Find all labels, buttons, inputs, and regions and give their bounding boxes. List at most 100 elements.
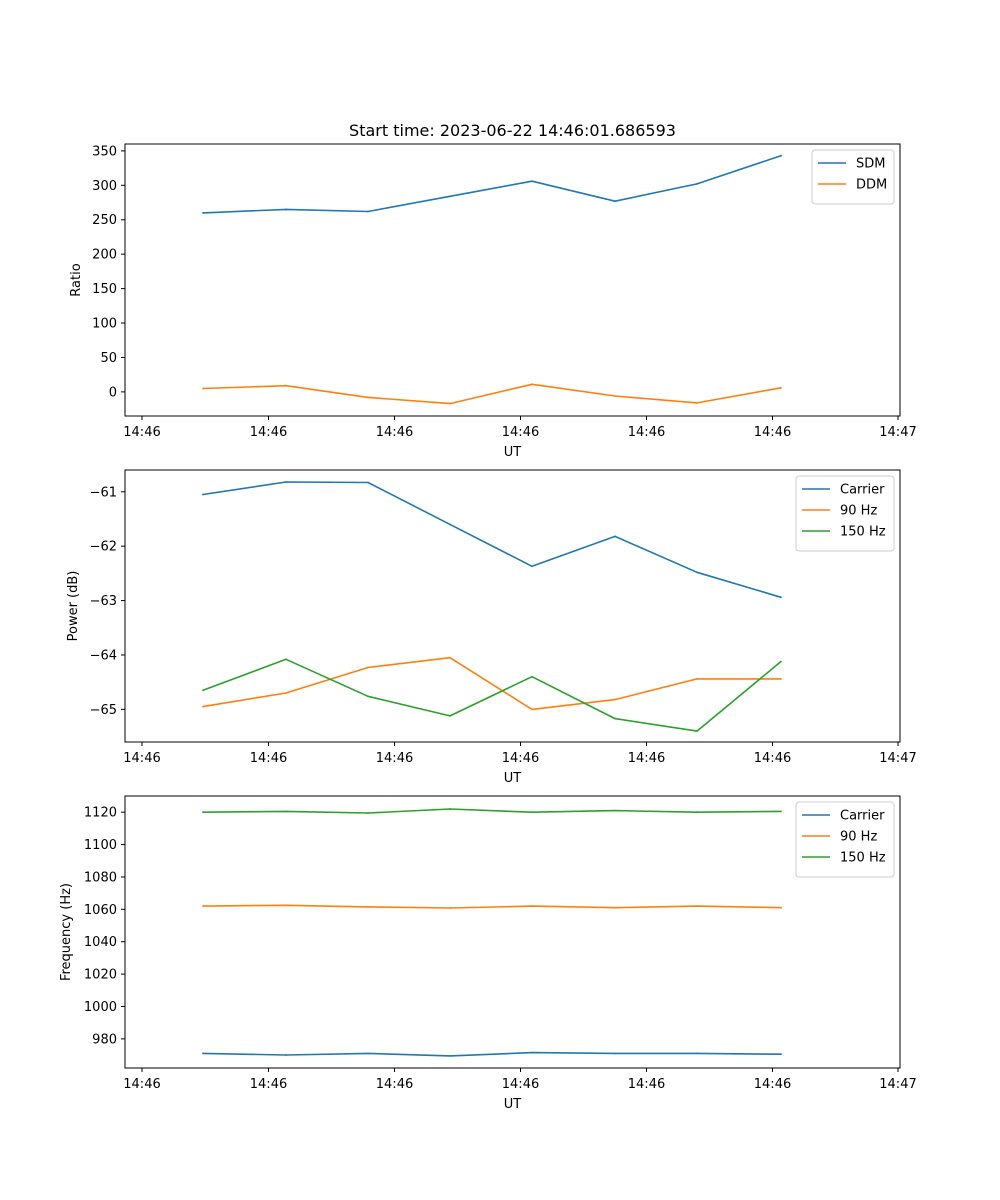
data-point-sdm bbox=[696, 183, 698, 185]
y-tick-label: 350 bbox=[92, 144, 117, 159]
data-point-90-hz bbox=[696, 678, 698, 680]
y-tick-label: 1100 bbox=[84, 838, 117, 853]
data-point-carrier bbox=[531, 1051, 533, 1054]
y-tick-label: −63 bbox=[90, 594, 117, 609]
data-point-90-hz bbox=[202, 705, 204, 708]
data-point-sdm bbox=[202, 212, 204, 214]
legend-label-150-hz: 150 Hz bbox=[840, 525, 886, 540]
legend-label-ddm: DDM bbox=[856, 178, 887, 193]
data-point-90-hz bbox=[696, 905, 698, 907]
series-line-150-hz bbox=[202, 808, 782, 814]
data-point-90-hz bbox=[449, 656, 451, 659]
data-point-carrier bbox=[531, 565, 533, 568]
data-point-sdm bbox=[449, 195, 451, 198]
data-point-ddm bbox=[696, 402, 698, 404]
data-point-150-hz bbox=[202, 811, 204, 814]
x-tick-label: 14:46 bbox=[376, 1077, 413, 1092]
x-axis-label: UT bbox=[504, 771, 522, 786]
y-tick-label: 1120 bbox=[84, 806, 117, 821]
series-line-90-hz bbox=[202, 904, 782, 909]
data-point-ddm bbox=[531, 383, 533, 386]
series-line-150-hz bbox=[202, 658, 782, 732]
x-tick-label: 14:46 bbox=[250, 1077, 287, 1092]
legend-label-90-hz: 90 Hz bbox=[840, 504, 877, 519]
y-axis-label: Frequency (Hz) bbox=[59, 883, 74, 981]
x-tick-label: 14:46 bbox=[754, 1077, 791, 1092]
data-point-carrier bbox=[202, 493, 204, 496]
series-line-90-hz bbox=[202, 656, 781, 711]
x-tick-label: 14:46 bbox=[502, 751, 539, 766]
y-tick-label: 100 bbox=[92, 317, 117, 332]
data-point-ddm bbox=[780, 386, 782, 389]
data-point-150-hz bbox=[614, 717, 616, 720]
data-point-ddm bbox=[449, 402, 451, 405]
data-point-150-hz bbox=[449, 715, 451, 717]
data-point-carrier bbox=[696, 1052, 698, 1055]
x-tick-label: 14:46 bbox=[502, 1077, 539, 1092]
y-tick-label: 250 bbox=[92, 213, 117, 228]
subplot-ratio: 14:46 14:46 14:46 14:46 14:46 14:46 14:47 0 50 10… bbox=[69, 143, 917, 460]
data-point-150-hz bbox=[285, 810, 287, 813]
data-point-150-hz bbox=[614, 809, 616, 812]
data-point-carrier bbox=[780, 596, 782, 599]
y-tick-label: −64 bbox=[90, 648, 117, 663]
x-tick-label: 14:46 bbox=[628, 425, 665, 440]
data-point-90-hz bbox=[531, 708, 533, 711]
data-point-150-hz bbox=[202, 689, 204, 692]
data-point-carrier bbox=[614, 535, 616, 538]
data-point-carrier bbox=[367, 1052, 369, 1055]
y-tick-label: 0 bbox=[109, 385, 117, 400]
y-tick-label: 150 bbox=[92, 282, 117, 297]
y-tick-label: 50 bbox=[100, 351, 117, 366]
data-point-150-hz bbox=[531, 675, 533, 678]
x-tick-label: 14:46 bbox=[123, 751, 160, 766]
x-tick-label: 14:46 bbox=[754, 425, 791, 440]
y-tick-label: 1040 bbox=[84, 935, 117, 950]
subplot-frequency: 14:46 14:46 14:46 14:46 14:46 14:46 14:47 980 10… bbox=[59, 795, 917, 1112]
data-point-90-hz bbox=[449, 907, 451, 909]
data-point-150-hz bbox=[780, 660, 782, 663]
x-tick-label: 14:47 bbox=[879, 751, 916, 766]
legend: Carrier 90 Hz 150 Hz bbox=[795, 801, 895, 878]
data-point-carrier bbox=[367, 481, 369, 484]
x-tick-label: 14:46 bbox=[628, 1077, 665, 1092]
y-tick-label: 300 bbox=[92, 179, 117, 194]
series-line-carrier bbox=[202, 481, 782, 599]
x-tick-label: 14:46 bbox=[123, 1077, 160, 1092]
y-tick-label: 1020 bbox=[84, 968, 117, 983]
x-axis-label: UT bbox=[504, 1097, 522, 1112]
data-point-90-hz bbox=[780, 678, 782, 680]
data-point-90-hz bbox=[780, 906, 782, 909]
y-tick-label: 1000 bbox=[84, 1000, 117, 1015]
y-tick-label: 200 bbox=[92, 248, 117, 263]
data-point-150-hz bbox=[449, 808, 451, 810]
x-axis-label: UT bbox=[504, 445, 522, 460]
data-point-ddm bbox=[202, 387, 204, 390]
y-tick-label: 1060 bbox=[84, 903, 117, 918]
data-point-carrier bbox=[780, 1053, 782, 1056]
data-point-90-hz bbox=[531, 905, 533, 907]
series-line-carrier bbox=[202, 1051, 782, 1057]
axes-frame bbox=[124, 795, 901, 1069]
legend-box bbox=[795, 801, 895, 878]
data-point-150-hz bbox=[696, 811, 698, 814]
y-axis-label: Ratio bbox=[69, 263, 84, 296]
data-point-150-hz bbox=[367, 812, 369, 814]
x-tick-label: 14:46 bbox=[250, 425, 287, 440]
series-line-sdm bbox=[202, 154, 782, 214]
axes-frame bbox=[124, 469, 901, 743]
data-point-carrier bbox=[614, 1052, 616, 1055]
x-tick-label: 14:46 bbox=[502, 425, 539, 440]
legend-label-carrier: Carrier bbox=[840, 809, 885, 824]
data-point-carrier bbox=[202, 1052, 204, 1055]
data-point-sdm bbox=[780, 154, 782, 157]
data-point-90-hz bbox=[614, 698, 616, 701]
data-point-ddm bbox=[367, 396, 369, 399]
data-point-sdm bbox=[614, 200, 616, 203]
x-tick-label: 14:47 bbox=[879, 1077, 916, 1092]
figure-title: Start time: 2023-06-22 14:46:01.686593 bbox=[349, 121, 676, 140]
x-tick-label: 14:46 bbox=[754, 751, 791, 766]
y-tick-label: 980 bbox=[92, 1032, 117, 1047]
legend-label-sdm: SDM bbox=[856, 157, 885, 172]
